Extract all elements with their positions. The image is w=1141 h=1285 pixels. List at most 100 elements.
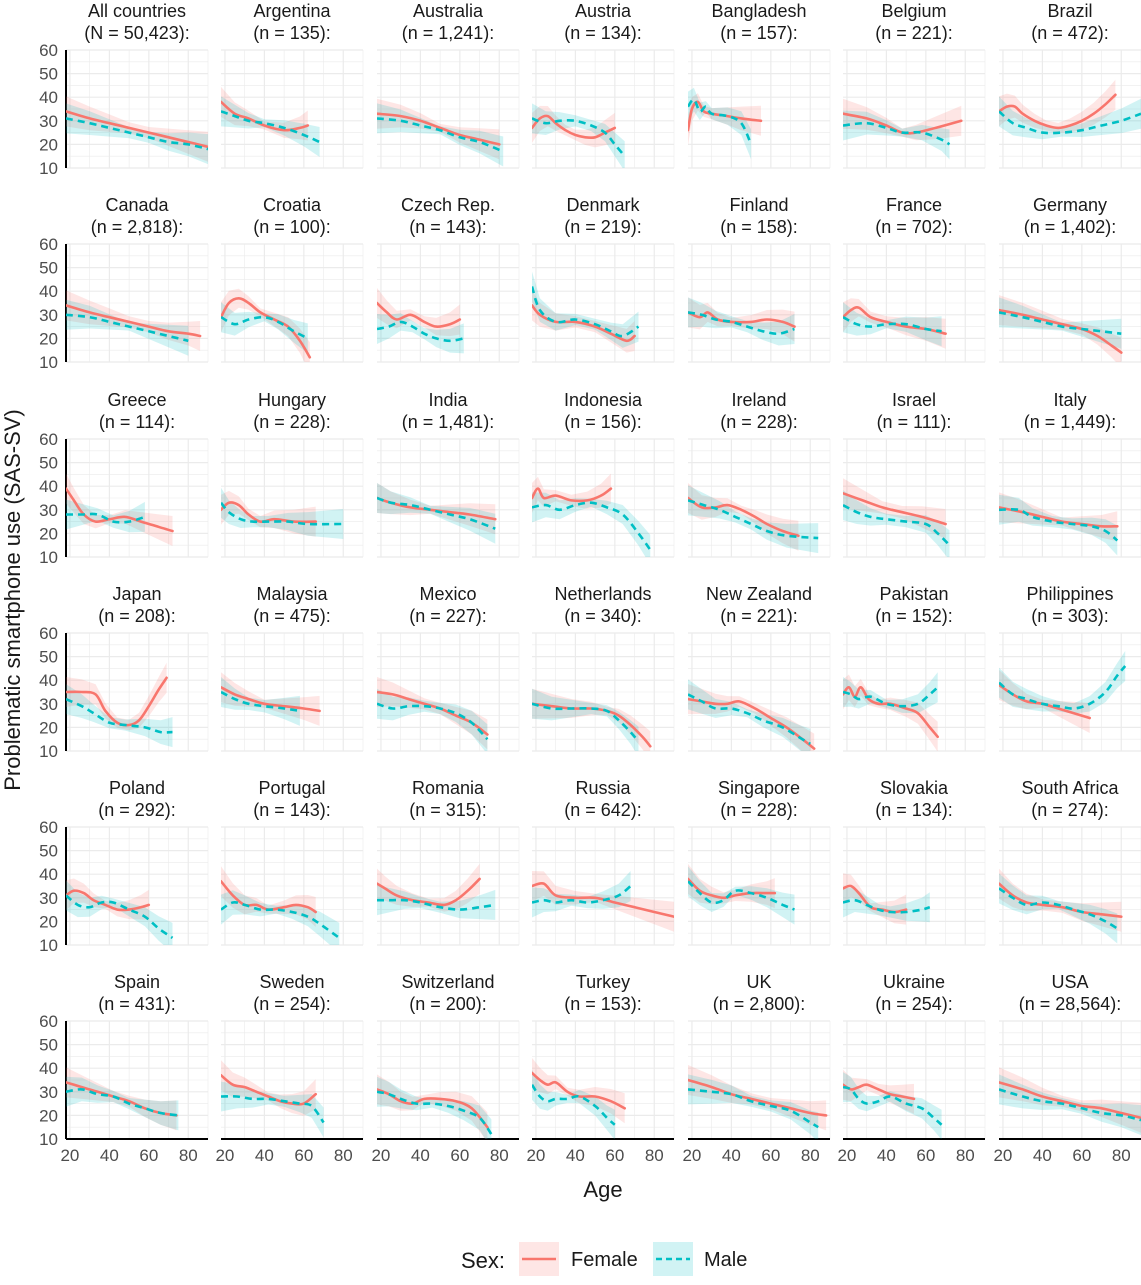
female-line [66,487,174,533]
panel-grid [221,49,364,169]
panel-plot-area [221,866,341,945]
x-tick-label: 60 [1072,1146,1091,1165]
panel-title: South Africa [1021,778,1119,798]
y-tick-label: 40 [39,865,58,884]
x-tick-label: 40 [411,1146,430,1165]
female-line [843,306,947,335]
female-confidence-band [843,1069,914,1114]
y-tick-label: 60 [39,818,58,837]
female-confidence-band [221,490,316,537]
panel: 60 50 40 30 20 10 Canada(n = 2,818): [39,195,209,372]
x-tick-label: 40 [722,1146,741,1165]
male-confidence-band [999,96,1141,140]
legend: Sex: Female Male [461,1242,747,1276]
y-tick-label: 10 [39,1130,58,1149]
panel-title: Germany [1033,195,1107,215]
panel-title: UK [746,972,771,992]
male-confidence-band [377,483,496,544]
panel-grid [843,243,986,363]
female-confidence-band [688,863,775,909]
male-line [532,286,640,338]
x-tick-label: 80 [179,1146,198,1165]
male-line [66,117,208,151]
female-line [999,308,1123,354]
male-line [843,1085,943,1126]
panel-n-label: (n = 134): [875,800,953,820]
panel-grid [532,632,675,752]
panel: Croatia(n = 100): [221,195,364,363]
panel-title: Sweden [259,972,324,992]
panel-title: Greece [107,390,166,410]
panel-grid [377,49,520,169]
male-line [377,702,489,741]
panel-grid [66,49,209,169]
male-confidence-band [999,494,1118,556]
female-confidence-band [688,684,815,751]
legend-title: Sex: [461,1248,505,1273]
panel-plot-area [999,79,1141,140]
panel: Russia(n = 642): [532,778,675,946]
panel-title: Singapore [718,778,800,798]
female-line [843,686,939,739]
panel-n-label: (n = 111): [877,412,952,432]
panel: Pakistan(n = 152): [843,584,986,752]
panel-title: Denmark [566,195,640,215]
panel: Bangladesh(n = 157): [688,1,831,169]
x-tick-label: 40 [255,1146,274,1165]
male-confidence-band [688,485,819,554]
panel: 60 50 40 30 20 10 Japan(n = 208): [39,584,209,761]
panel-grid [532,826,675,946]
y-tick-label: 20 [39,718,58,737]
female-line [532,1071,626,1110]
panel: Hungary(n = 228): [221,390,364,558]
male-confidence-band [377,1076,492,1139]
y-tick-label: 50 [39,259,58,278]
female-confidence-band [532,688,651,751]
male-line [999,887,1118,930]
panel-plot-area [999,492,1119,556]
male-confidence-band [843,887,930,923]
panel: 20 40 60 80 Sweden(n = 254): [215,972,364,1165]
panel-grid [688,632,831,752]
panel-grid [66,243,209,363]
panel-n-label: (n = 274): [1031,800,1109,820]
y-tick-label: 30 [39,112,58,131]
panel-title: Indonesia [564,390,643,410]
panel-plot-area [688,1065,828,1139]
male-line [999,311,1122,335]
panel-n-label: (n = 303): [1031,606,1109,626]
y-tick-label: 60 [39,235,58,254]
panel-title: Hungary [258,390,326,410]
panel-n-label: (n = 114): [99,412,175,432]
male-confidence-band [66,880,173,945]
female-confidence-band [66,662,167,731]
x-tick-label: 80 [956,1146,975,1165]
y-tick-label: 40 [39,671,58,690]
male-confidence-band [999,651,1126,714]
male-line [221,1095,325,1124]
panel: 20 40 60 80 Switzerland(n = 200): [371,972,520,1165]
male-line [843,503,951,547]
panel-n-label: (n = 1,449): [1024,412,1117,432]
panel: Brazil(n = 472): [999,1,1141,169]
legend-female-label: Female [571,1249,638,1271]
panel-plot-area [221,487,344,539]
male-line [999,1088,1141,1122]
legend-male-label: Male [704,1249,747,1271]
panel-grid [688,1020,831,1140]
panel: Portugal(n = 143): [221,778,364,946]
female-confidence-band [377,1074,488,1139]
male-confidence-band [532,871,631,918]
panel-plot-area [999,868,1123,944]
panel-plot-area [377,1074,493,1139]
panel-plot-area [688,483,819,554]
female-confidence-band [688,297,795,342]
female-confidence-band [843,674,938,751]
female-confidence-band [999,669,1090,733]
panel: Indonesia(n = 156): [532,390,675,558]
female-confidence-band [221,1060,316,1116]
panel-title: Switzerland [401,972,494,992]
panel: New Zealand(n = 221): [688,584,831,752]
female-line [532,114,617,140]
panel: Malaysia(n = 475): [221,584,364,752]
